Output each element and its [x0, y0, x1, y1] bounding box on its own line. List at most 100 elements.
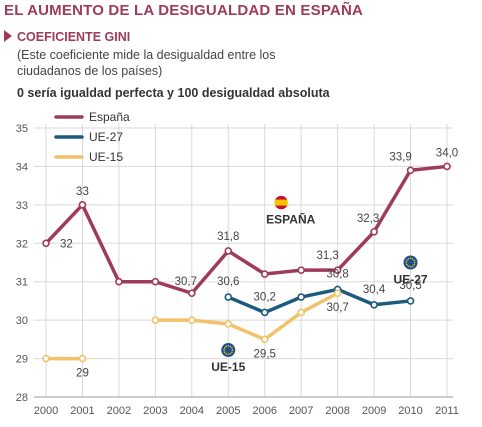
y-tick-label: 35 [16, 123, 28, 135]
data-label-ue15: 29,5 [254, 348, 276, 360]
x-tick-label: 2006 [252, 405, 276, 417]
data-point-ue15 [42, 354, 50, 363]
spain-flag-rim [273, 195, 289, 210]
annotation-ue-27: UE-27 [394, 255, 428, 287]
chart-note: (Este coeficiente mide la desigualdad en… [17, 48, 276, 78]
data-point-espana [297, 266, 305, 274]
annotation-ue-15: UE-15 [211, 343, 246, 374]
eu-flag-star [411, 258, 414, 260]
y-tick-label: 31 [16, 277, 28, 289]
eu-flag-star [405, 261, 408, 264]
data-label-espana: 30,7 [175, 276, 197, 288]
x-tick-label: 2004 [180, 405, 204, 417]
series-ue27 [224, 285, 415, 317]
legend: España UE-27 UE-15 [54, 110, 130, 164]
x-tick-label: 2011 [435, 405, 459, 417]
eu-flag-star [407, 265, 410, 267]
eu-flag-star [406, 263, 408, 266]
eu-flag-star [227, 345, 230, 347]
data-label-espana: 31,3 [316, 250, 338, 262]
eu-flag-star [409, 257, 412, 260]
y-tick-label: 29 [16, 354, 28, 366]
eu-flag-star [409, 265, 412, 268]
data-point-ue27 [260, 308, 269, 317]
eu-flag-icon [221, 343, 236, 358]
series-line-ue15 [153, 291, 340, 342]
data-point-espana [260, 270, 269, 278]
data-point-espana [115, 277, 123, 286]
data-label-espana: 31,8 [217, 231, 239, 243]
data-point-ue15 [260, 335, 269, 344]
data-label-espana: 33,9 [389, 151, 411, 163]
data-label-ue15: 29 [76, 368, 89, 380]
y-tick-label: 32 [16, 238, 28, 250]
data-point-espana [188, 289, 196, 298]
eu-flag-icon [403, 255, 418, 270]
data-point-espana [370, 227, 378, 236]
data-label-espana: 32 [60, 238, 73, 250]
x-tick-label: 2008 [325, 405, 349, 417]
data-point-espana [406, 166, 415, 175]
eu-flag-star [225, 352, 227, 355]
eu-flag-star [223, 349, 225, 351]
chart-title: EL AUMENTO DE LA DESIGUALDAD EN ESPAÑA [4, 2, 364, 19]
data-point-ue27 [370, 300, 378, 309]
eu-flag-star [223, 347, 226, 349]
data-label-ue27: 30,6 [217, 276, 239, 288]
data-label-ue27: 30,8 [326, 268, 348, 280]
data-point-ue15 [78, 354, 87, 363]
legend-label-ue27: UE-27 [89, 130, 123, 144]
eu-flag-star [223, 351, 226, 353]
data-label-ue27: 30,4 [363, 284, 386, 296]
data-label-espana: 34,0 [436, 147, 458, 159]
data-point-ue15 [333, 289, 342, 298]
eu-flag-star [231, 347, 233, 349]
data-label-ue27: 30,5 [399, 280, 421, 292]
eu-flag-star [225, 345, 227, 348]
eu-flag-star [229, 345, 232, 348]
annotation-label: ESPAÑA [266, 212, 315, 227]
y-tick-label: 34 [16, 161, 28, 173]
x-tick-label: 2002 [107, 405, 131, 417]
series-line-ue27 [226, 287, 413, 315]
data-label-ue27: 30,2 [254, 291, 276, 303]
data-point-ue15 [224, 320, 233, 328]
data-point-ue27 [224, 293, 233, 301]
eu-flag-star [229, 352, 232, 355]
subtitle-text: COEFICIENTE GINI [17, 30, 131, 44]
y-tick-label: 33 [16, 200, 28, 212]
x-tick-label: 2001 [70, 405, 94, 417]
eu-flag-disc [221, 343, 236, 358]
eu-flag-star [406, 259, 408, 262]
data-point-espana [42, 239, 50, 248]
data-label-ue15: 30,7 [326, 302, 348, 314]
x-tick-label: 2010 [398, 405, 422, 417]
x-tick-label: 2005 [216, 405, 240, 417]
spain-flag-icon [273, 195, 289, 210]
annotation-label: UE-27 [394, 273, 428, 287]
x-tick-label: 2009 [362, 405, 386, 417]
eu-flag-disc [403, 255, 418, 270]
eu-flag-star [413, 261, 416, 264]
data-point-ue27 [297, 293, 305, 301]
data-point-ue27 [406, 297, 415, 305]
x-tick-label: 2000 [34, 405, 58, 417]
series-ue15 [42, 289, 342, 363]
spain-flag-yellow [274, 199, 289, 206]
x-tick-label: 2007 [289, 405, 313, 417]
series-line-espana [44, 164, 449, 295]
annotation-label: UE-15 [211, 360, 245, 374]
eu-flag-star [231, 349, 234, 351]
data-point-espana [224, 247, 233, 255]
eu-flag-star [413, 263, 415, 266]
annotation-españa: ESPAÑA [266, 195, 316, 227]
legend-label-ue15: UE-15 [89, 150, 123, 164]
y-tick-label: 28 [16, 392, 28, 404]
series-espana [42, 162, 451, 298]
eu-flag-star [411, 265, 414, 267]
data-point-ue15 [151, 316, 160, 324]
data-label-espana: 33 [76, 186, 89, 198]
triangle-bullet-icon [4, 30, 12, 42]
chart-subtitle: COEFICIENTE GINI [4, 30, 130, 44]
